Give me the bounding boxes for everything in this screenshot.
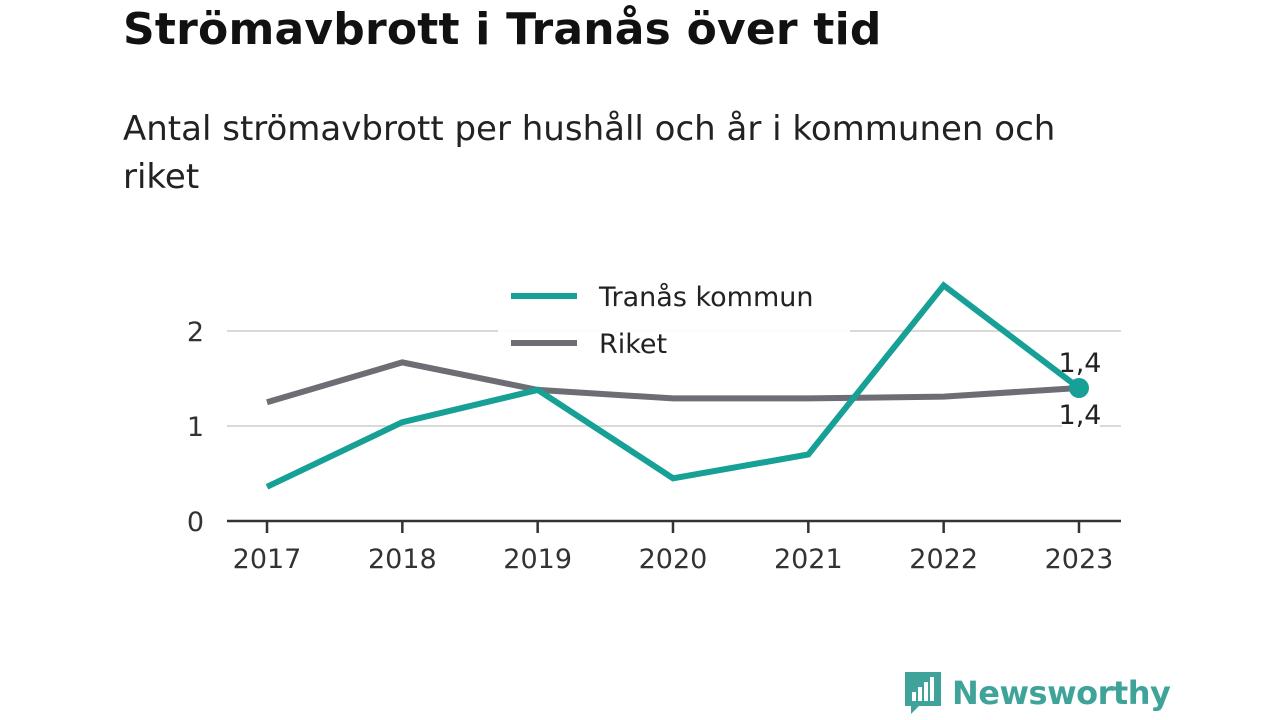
legend: Tranås kommun Riket bbox=[498, 274, 850, 364]
series-line-tranas bbox=[265, 281, 1081, 490]
newsworthy-logo: Newsworthy bbox=[903, 671, 1171, 715]
legend-label-riket: Riket bbox=[599, 329, 667, 360]
newsworthy-wordmark: Newsworthy bbox=[952, 674, 1171, 712]
end-point-group bbox=[1062, 378, 1100, 427]
y-tick-label: 1 bbox=[187, 412, 204, 443]
x-tick-label: 2017 bbox=[233, 544, 302, 575]
line-chart: 0 1 2 2017 2018 2019 2020 2021 2022 2023 Tranås … bbox=[186, 274, 1121, 575]
chart-title: Strömavbrott i Tranås över tid bbox=[123, 4, 882, 55]
y-axis-labels: 0 1 2 bbox=[187, 317, 204, 538]
x-tick-label: 2020 bbox=[639, 544, 708, 575]
end-value-label-upper: 1,4 bbox=[1059, 348, 1102, 379]
x-axis-ticks: 2017 2018 2019 2020 2021 2022 2023 bbox=[233, 521, 1114, 575]
y-tick-label: 2 bbox=[187, 317, 204, 348]
legend-label-tranas: Tranås kommun bbox=[598, 282, 814, 313]
bar-chart-speech-bubble-icon bbox=[905, 672, 941, 714]
chart-subtitle: Antal strömavbrott per hushåll och år i … bbox=[123, 109, 1056, 197]
end-label-background bbox=[1062, 399, 1100, 427]
x-tick-label: 2021 bbox=[774, 544, 843, 575]
x-tick-label: 2018 bbox=[368, 544, 437, 575]
series-lines bbox=[265, 281, 1081, 490]
end-point-marker bbox=[1068, 378, 1089, 398]
x-tick-label: 2022 bbox=[909, 544, 978, 575]
end-value-label-lower: 1,4 bbox=[1059, 400, 1102, 431]
legend-background bbox=[498, 274, 850, 364]
x-tick-label: 2019 bbox=[503, 544, 572, 575]
y-tick-label: 0 bbox=[187, 507, 204, 538]
x-tick-label: 2023 bbox=[1045, 544, 1114, 575]
series-line-riket bbox=[266, 359, 1080, 406]
